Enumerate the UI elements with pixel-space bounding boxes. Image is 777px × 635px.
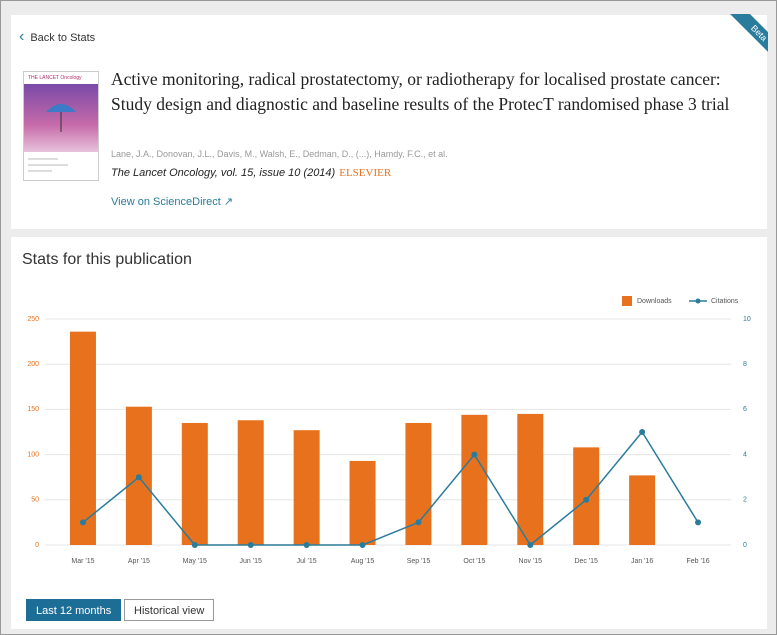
x-tick-label: Apr '15 [128,558,150,565]
x-tick-label: Jan '16 [631,558,653,565]
bar [182,423,208,545]
legend-swatch [622,296,632,306]
citation-point [527,542,533,548]
page: Back to Stats Beta THE LANCET Oncology A… [0,0,777,635]
bar [517,414,543,545]
y-tick-label: 0 [35,542,39,549]
badge-ribbon: Beta [708,14,768,74]
x-tick-label: Mar '15 [71,558,94,565]
x-tick-label: Oct '15 [463,558,485,565]
citation-point [80,519,86,525]
citation-point [248,542,254,548]
y2-tick-label: 2 [743,497,747,504]
y-tick-label: 100 [27,451,39,458]
bar [294,430,320,545]
publisher: ELSEVIER [339,167,391,179]
back-link[interactable]: Back to Stats [19,28,95,46]
citation-point [583,497,589,503]
y-tick-label: 150 [27,406,39,413]
citation-point [136,474,142,480]
authors: Lane, J.A., Donovan, J.L., Davis, M., Wa… [111,149,448,159]
cover-title: THE LANCET Oncology [28,75,82,81]
citation-point [471,452,477,458]
x-tick-label: Dec '15 [574,558,598,565]
bar [238,420,264,545]
citation-point [304,542,310,548]
sciencedirect-link[interactable]: View on ScienceDirect [111,195,233,208]
citation-point [192,542,198,548]
legend-label: Downloads [637,298,672,305]
y2-tick-label: 4 [743,451,747,458]
x-tick-label: Jun '15 [240,558,262,565]
x-tick-label: Feb '16 [686,558,709,565]
citation-point [639,429,645,435]
citation-point [695,519,701,525]
citation-point [360,542,366,548]
journal: The Lancet Oncology, vol. 15, issue 10 (… [111,167,391,179]
citation-point [415,519,421,525]
y-tick-label: 250 [27,316,39,323]
x-tick-label: Aug '15 [351,558,375,565]
y-tick-label: 50 [31,497,39,504]
range-button[interactable]: Last 12 months [26,599,121,621]
legend-label: Citations [711,298,739,305]
legend-swatch [696,299,701,304]
x-tick-label: Jul '15 [297,558,317,565]
x-tick-label: Sep '15 [407,558,431,565]
bar [70,332,96,545]
y2-tick-label: 6 [743,406,747,413]
x-tick-label: Nov '15 [519,558,543,565]
bar [350,461,376,545]
bar [629,475,655,545]
citation-line [83,432,698,545]
cover-image: THE LANCET Oncology [23,71,99,181]
range-button[interactable]: Historical view [124,599,214,621]
x-tick-label: May '15 [183,558,207,565]
y2-tick-label: 10 [743,316,751,323]
y-tick-label: 200 [27,361,39,368]
publication-card: Back to Stats Beta THE LANCET Oncology A… [11,15,767,229]
chart: 0 50 100 150 200 250 0 2 4 6 8 10 Mar '15 Apr '15 May … [11,237,767,592]
bar [461,415,487,545]
bar [573,447,599,545]
journal-name: The Lancet Oncology, vol. 15, issue 10 (… [111,167,335,179]
y2-tick-label: 0 [743,542,747,549]
cover-art [24,72,98,180]
y2-tick-label: 8 [743,361,747,368]
article-title: Active monitoring, radical prostatectomy… [111,67,761,117]
badge: Beta [722,14,768,70]
